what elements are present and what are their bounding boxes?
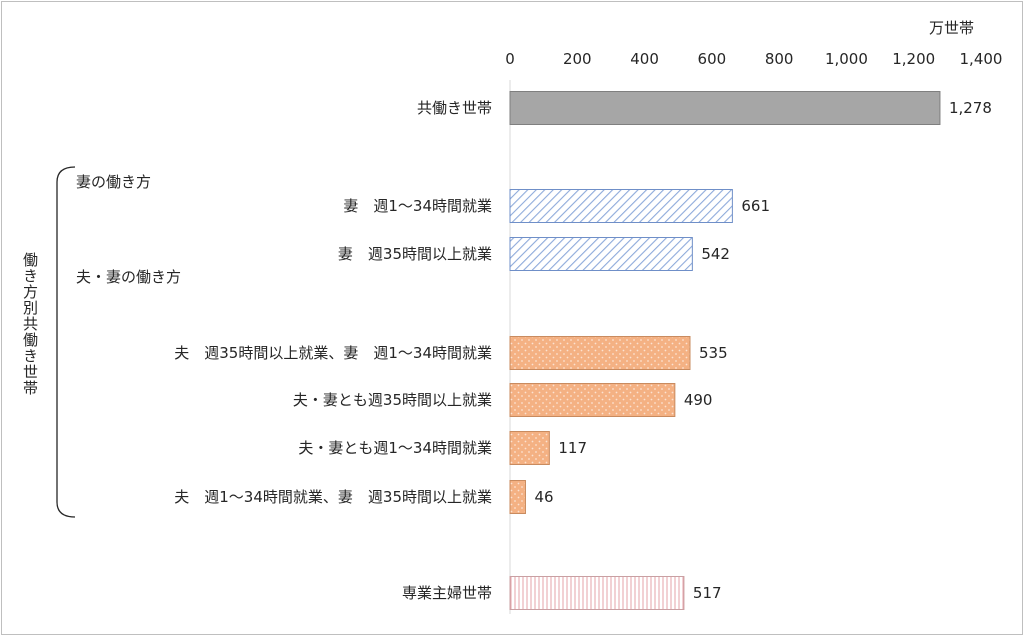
bar [509, 480, 526, 514]
x-tick-label: 0 [505, 50, 515, 68]
value-label: 117 [558, 439, 587, 457]
category-label: 専業主婦世帯 [402, 584, 492, 602]
category-label: 夫・妻とも週35時間以上就業 [293, 391, 492, 409]
x-tick-label: 800 [765, 50, 794, 68]
x-tick-label: 1,000 [825, 50, 868, 68]
vertical-group-label: 働き方別共働き世帯 [21, 252, 39, 396]
bar [509, 336, 691, 370]
value-label: 46 [534, 488, 553, 506]
value-label: 535 [699, 344, 728, 362]
value-label: 1,278 [949, 99, 992, 117]
x-tick-label: 1,200 [892, 50, 935, 68]
group-header-wife: 妻の働き方 [76, 173, 151, 191]
value-label: 661 [741, 197, 770, 215]
category-label: 夫 週35時間以上就業、妻 週1～34時間就業 [174, 344, 492, 362]
bar [509, 383, 676, 417]
x-axis-ticks: 0 200 400 600 800 1,000 1,200 1,400 [505, 50, 1002, 68]
value-label: 517 [693, 584, 722, 602]
category-label: 夫 週1～34時間就業、妻 週35時間以上就業 [174, 488, 492, 506]
category-label: 夫・妻とも週1～34時間就業 [298, 439, 492, 457]
bar [509, 576, 685, 610]
value-label: 542 [701, 245, 730, 263]
category-label: 妻 週35時間以上就業 [338, 245, 492, 263]
category-label: 共働き世帯 [417, 99, 492, 117]
x-tick-label: 400 [630, 50, 659, 68]
unit-label: 万世帯 [929, 19, 974, 37]
value-label: 490 [684, 391, 713, 409]
x-tick-label: 1,400 [960, 50, 1003, 68]
x-tick-label: 200 [563, 50, 592, 68]
group-header-couple: 夫・妻の働き方 [76, 268, 181, 286]
bar [509, 237, 693, 271]
bars-group: 共働き世帯 1,278 妻 週1～34時間就業 661 妻 週35時間以上就業 542 夫 … [174, 91, 992, 610]
category-label: 妻 週1～34時間就業 [343, 197, 492, 215]
bar [509, 91, 941, 125]
bar [509, 189, 733, 223]
group-bracket [56, 166, 76, 518]
x-tick-label: 600 [698, 50, 727, 68]
bar [509, 431, 550, 465]
